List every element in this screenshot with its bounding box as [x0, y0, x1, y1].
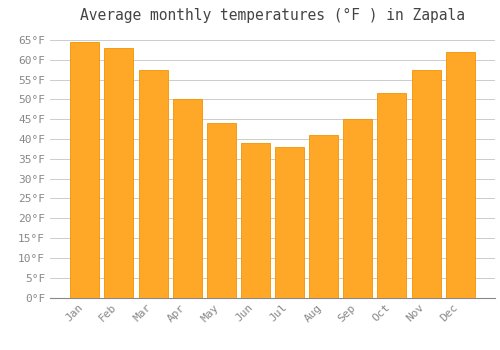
Bar — [138, 70, 168, 298]
Bar — [275, 147, 304, 298]
Bar — [344, 119, 372, 298]
Bar — [446, 52, 475, 298]
Bar — [207, 123, 236, 298]
Bar — [241, 143, 270, 298]
Bar — [104, 48, 134, 298]
Bar — [378, 93, 406, 298]
Bar — [70, 42, 99, 298]
Bar — [172, 99, 202, 298]
Bar — [309, 135, 338, 298]
Bar — [412, 70, 440, 298]
Title: Average monthly temperatures (°F ) in Zapala: Average monthly temperatures (°F ) in Za… — [80, 8, 465, 23]
